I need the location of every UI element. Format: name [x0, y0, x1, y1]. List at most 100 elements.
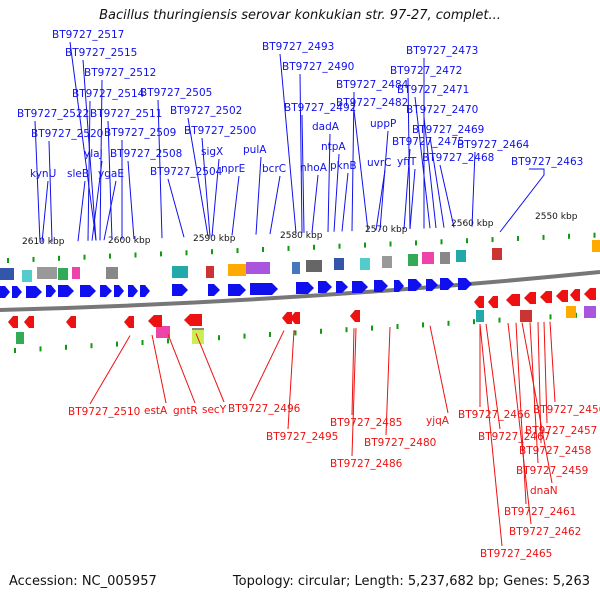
forward-gene-label: sleB	[67, 168, 89, 180]
reverse-leader-line	[89, 335, 131, 405]
reverse-leader-line	[429, 325, 449, 414]
forward-gene-label: BT9727_2512	[84, 67, 156, 79]
forward-gene-label: BT9727_2470	[406, 104, 478, 116]
forward-leader-line	[353, 109, 369, 231]
cog-box	[156, 326, 170, 338]
forward-gene-arrow	[318, 281, 332, 293]
forward-gene-arrow	[26, 286, 42, 298]
forward-gene-label: BT9727_2508	[110, 148, 182, 160]
cog-box	[106, 267, 118, 279]
forward-leader-line	[107, 120, 113, 240]
reverse-leader-line	[515, 322, 527, 505]
forward-leader-line	[499, 168, 545, 233]
forward-gene-label: BT9727_2492	[284, 102, 356, 114]
reverse-gene-label: BT9727_2480	[364, 437, 436, 449]
reverse-gene-arrow	[290, 312, 300, 324]
scale-label: 2570 kbp	[365, 225, 408, 235]
forward-gene-label: BT9727_2520	[31, 128, 103, 140]
forward-leader-line	[77, 180, 86, 242]
forward-gene-arrow	[250, 283, 278, 295]
reverse-gene-label: BT9727_2495	[266, 431, 338, 443]
map-title: Bacillus thuringiensis serovar konkukian…	[99, 8, 501, 23]
forward-gene-label: yfiT	[397, 156, 417, 168]
reverse-gene-arrow	[184, 314, 202, 326]
forward-gene-arrow	[352, 281, 368, 293]
forward-leader-line	[351, 91, 355, 232]
forward-leader-line	[91, 160, 103, 241]
cog-box	[476, 310, 484, 322]
reverse-gene-label: estA	[144, 405, 168, 417]
forward-gene-label: BT9727_2500	[184, 125, 256, 137]
forward-gene-arrow	[208, 284, 220, 296]
forward-gene-label: BT9727_2502	[170, 105, 242, 117]
forward-gene-label: BT9727_2504	[150, 166, 223, 178]
reverse-leader-line	[151, 334, 167, 404]
forward-gene-label: BT9727_2464	[457, 139, 530, 151]
forward-leader-line	[187, 117, 209, 237]
forward-leader-line	[34, 120, 41, 243]
cog-box	[292, 262, 300, 274]
forward-gene-label: nhoA	[300, 162, 328, 174]
forward-gene-arrow	[228, 284, 246, 296]
reverse-leader-line	[385, 326, 391, 436]
scale-label: 2550 kbp	[535, 212, 578, 222]
forward-leader-line	[201, 137, 211, 237]
forward-gene-arrow	[172, 284, 188, 296]
cog-box	[206, 266, 214, 278]
forward-leader-line	[127, 160, 135, 240]
cog-box	[22, 270, 32, 282]
cog-box	[37, 267, 57, 279]
cog-box	[456, 250, 466, 262]
reverse-gene-label: BT9727_2458	[519, 445, 591, 457]
cog-box	[382, 256, 392, 268]
reverse-gene-label: gntR	[173, 405, 198, 417]
forward-gene-arrow	[426, 279, 438, 291]
forward-leader-line	[439, 164, 455, 228]
cog-box	[408, 254, 418, 266]
reverse-gene-arrow	[488, 296, 498, 308]
reverse-leader-line	[195, 333, 225, 403]
cog-box	[172, 266, 188, 278]
forward-leader-line	[407, 77, 411, 229]
cog-box	[422, 252, 434, 264]
reverse-leader-line	[249, 330, 285, 402]
reverse-leader-line	[507, 323, 532, 525]
reverse-gene-label: BT9727_2486	[330, 458, 403, 470]
forward-gene-label: BT9727_2469	[412, 124, 484, 136]
cog-box	[592, 240, 600, 252]
forward-leader-line	[255, 156, 262, 235]
reverse-gene-label: BT9727_2462	[509, 526, 581, 538]
reverse-leader-line	[485, 323, 501, 430]
reverse-gene-arrow	[24, 316, 34, 328]
topology-label: Topology: circular; Length: 5,237,682 bp…	[232, 574, 590, 589]
accession-label: Accession: NC_005957	[9, 574, 157, 589]
cog-box	[306, 260, 322, 272]
forward-gene-arrow	[296, 282, 314, 294]
cog-box	[360, 258, 370, 270]
forward-gene-label: BT9727_2482	[336, 97, 408, 109]
reverse-gene-label: yjqA	[426, 415, 450, 427]
cog-box	[520, 310, 532, 322]
reverse-leader-line	[521, 322, 553, 484]
forward-gene-label: BT9727_2509	[104, 127, 176, 139]
forward-gene-label: BT9727_2490	[282, 61, 354, 73]
scale-label: 2590 kbp	[193, 234, 236, 244]
reverse-gene-arrow	[540, 291, 552, 303]
reverse-gene-label: BT9727_2510	[68, 406, 140, 418]
cog-box	[246, 262, 270, 274]
cog-box	[58, 268, 68, 280]
reverse-leader-line	[351, 328, 357, 457]
forward-gene-arrow	[140, 285, 150, 297]
forward-gene-label: BT9727_2475	[392, 136, 464, 148]
reverse-gene-label: secY	[202, 404, 227, 416]
forward-gene-label: nprE	[221, 163, 245, 175]
reverse-gene-label: BT9727_2496	[228, 403, 301, 415]
forward-gene-arrow	[114, 285, 124, 297]
forward-leader-line	[375, 169, 386, 231]
forward-leader-line	[48, 140, 53, 243]
reverse-leader-line	[543, 321, 548, 424]
reverse-leader-line	[549, 321, 556, 403]
forward-gene-label: ygaE	[98, 168, 124, 180]
forward-gene-arrow	[458, 278, 472, 290]
